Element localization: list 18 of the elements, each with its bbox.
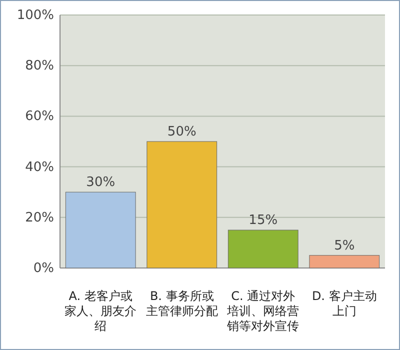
y-tick-label: 20%: [25, 210, 54, 226]
y-tick-label: 80%: [25, 58, 54, 74]
x-tick-label: A. 老客户或家人、朋友介绍: [64, 289, 137, 333]
y-tick-label: 60%: [25, 109, 54, 124]
y-tick-label: 100%: [16, 8, 54, 23]
bar: [146, 141, 218, 268]
bar: [309, 255, 380, 268]
x-tick-label: C. 通过对外培训、网络营销等对外宣传: [226, 289, 300, 333]
y-tick-label: 0%: [33, 261, 54, 276]
data-label: 30%: [86, 175, 116, 190]
y-tick-label: 40%: [25, 160, 54, 175]
x-tick-label: D. 客户主动上门: [312, 289, 377, 318]
data-label: 5%: [334, 238, 355, 254]
x-tick-label: B. 事务所或主管律师分配: [146, 289, 218, 318]
data-label: 50%: [167, 124, 196, 140]
bar: [65, 192, 136, 268]
bar: [228, 230, 298, 268]
data-label: 15%: [248, 213, 278, 228]
